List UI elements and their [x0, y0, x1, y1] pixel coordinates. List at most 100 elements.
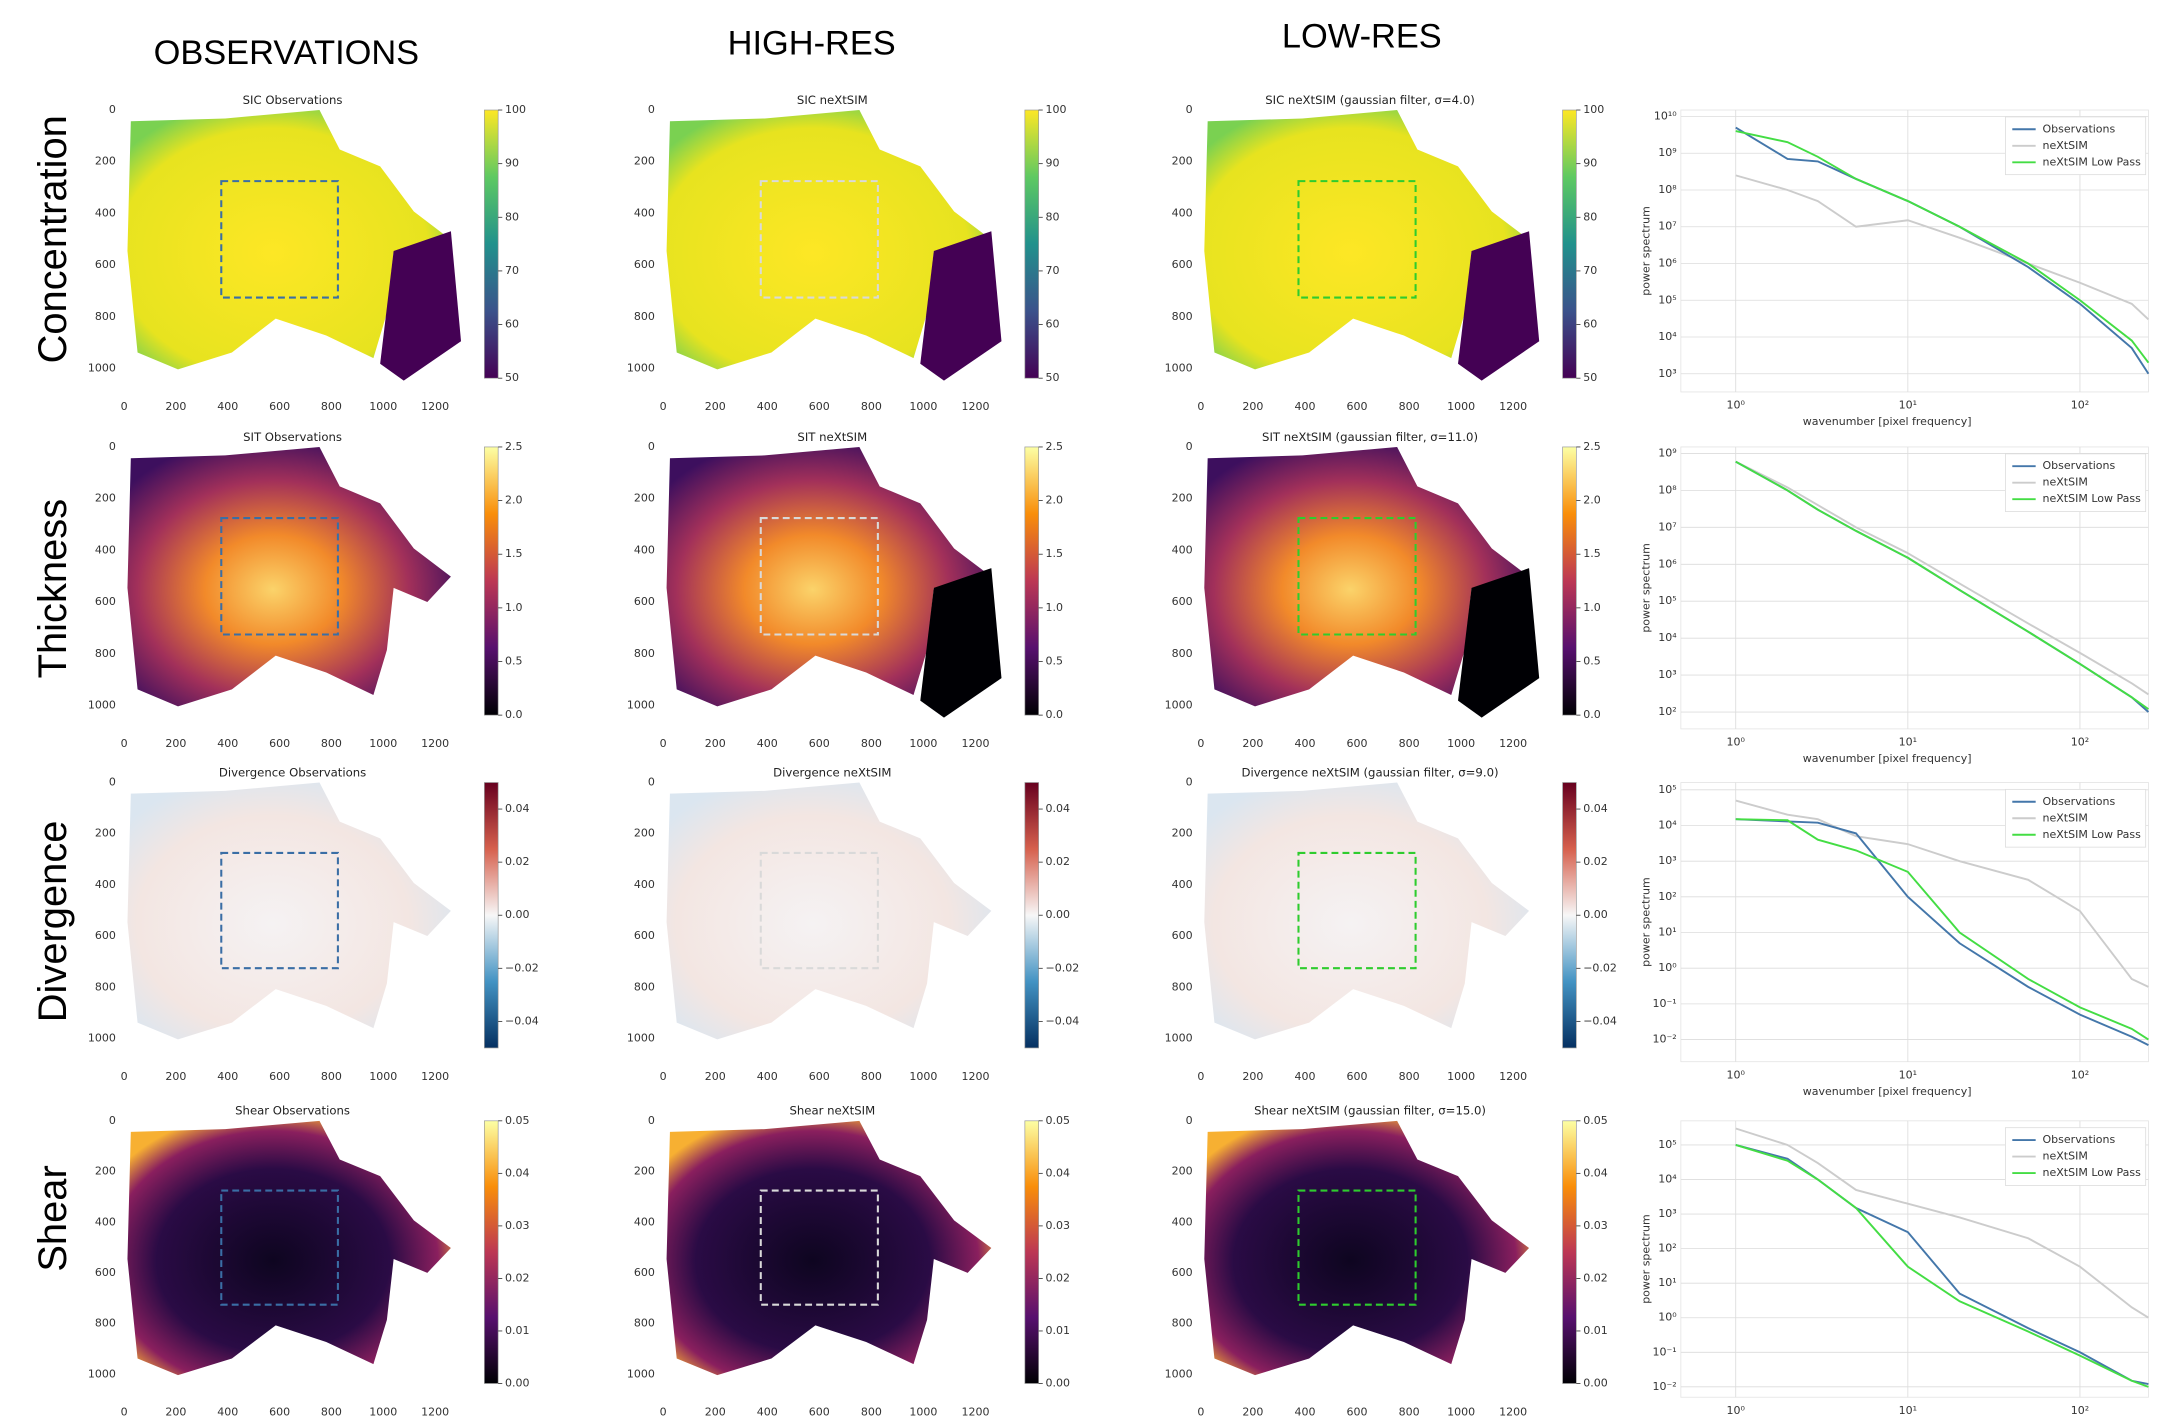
legend-label: Observations: [2043, 795, 2116, 808]
y-tick-label: 0: [648, 440, 655, 453]
colorbar-tick-label: 90: [505, 157, 519, 170]
colorbar: [1025, 783, 1039, 1048]
legend-label: neXtSIM: [2043, 476, 2088, 489]
colorbar-tick-label: 0.00: [505, 908, 530, 921]
x-tick-label: 1200: [961, 737, 989, 750]
y-tick-label: 0: [1186, 440, 1193, 453]
legend-label: neXtSIM: [2043, 1150, 2088, 1163]
y-tick-label: 600: [95, 929, 116, 942]
row-label: Thickness: [31, 499, 75, 679]
y-tick-label: 600: [95, 1266, 116, 1279]
x-tick-label: 800: [321, 1070, 342, 1083]
x-tick-label: 600: [1347, 1405, 1368, 1418]
y-tick-label: 1000: [1165, 1367, 1193, 1380]
y-tick-label: 200: [95, 827, 116, 840]
y-tick-label: 10⁵: [1658, 783, 1676, 796]
colorbar-tick-label: 0.5: [1583, 654, 1601, 667]
colorbar-tick-label: −0.02: [1045, 961, 1079, 974]
x-tick-label: 400: [757, 1405, 778, 1418]
colorbar-tick-label: 60: [1583, 318, 1597, 331]
y-tick-label: 400: [95, 1215, 116, 1228]
x-tick-label: 600: [269, 400, 290, 413]
legend-label: neXtSIM: [2043, 139, 2088, 152]
y-tick-label: 200: [1172, 155, 1193, 168]
map-field: [127, 783, 450, 1040]
y-tick-label: 10⁴: [1658, 631, 1677, 644]
y-tick-label: 200: [634, 1165, 655, 1178]
x-tick-label: 10²: [2071, 1068, 2089, 1081]
map-field: [127, 1121, 450, 1375]
colorbar-tick-label: 70: [505, 264, 519, 277]
x-tick-label: 1000: [369, 1070, 397, 1083]
colorbar: [484, 783, 498, 1048]
x-tick-label: 0: [121, 400, 128, 413]
y-tick-label: 10⁻¹: [1653, 1345, 1677, 1358]
legend-label: Observations: [2043, 1133, 2116, 1146]
figure: OBSERVATIONS HIGH-RES LOW-RES Concentrat…: [0, 0, 2157, 1422]
x-tick-label: 1000: [909, 737, 937, 750]
x-tick-label: 1200: [421, 1405, 449, 1418]
colorbar-tick-label: 2.0: [1045, 494, 1063, 507]
map-field: [667, 1121, 992, 1375]
y-tick-label: 1000: [88, 362, 116, 375]
x-tick-label: 800: [1399, 400, 1420, 413]
y-tick-label: 10¹⁰: [1654, 109, 1677, 122]
x-tick-label: 0: [660, 400, 667, 413]
x-tick-label: 10¹: [1899, 1068, 1917, 1081]
x-tick-label: 800: [1399, 1070, 1420, 1083]
colorbar-tick-label: 0.02: [505, 855, 530, 868]
x-tick-label: 1000: [1447, 737, 1475, 750]
x-tick-label: 10¹: [1899, 399, 1917, 412]
y-tick-label: 800: [1172, 1317, 1193, 1330]
x-tick-label: 400: [217, 1070, 238, 1083]
colorbar-tick-label: 100: [1045, 103, 1066, 116]
x-tick-label: 0: [1197, 400, 1204, 413]
y-tick-label: 600: [634, 595, 655, 608]
map-field: [1204, 1121, 1529, 1375]
x-tick-label: 200: [1242, 400, 1263, 413]
colorbar-tick-label: 1.5: [505, 547, 523, 560]
colorbar-tick-label: 50: [1045, 371, 1059, 384]
page: OBSERVATIONS HIGH-RES LOW-RES Concentrat…: [0, 0, 2157, 1422]
colorbar-tick-label: 2.0: [505, 494, 523, 507]
x-tick-label: 10²: [2071, 1404, 2089, 1417]
y-tick-label: 10⁵: [1658, 293, 1676, 306]
panel-title: Divergence Observations: [219, 765, 366, 779]
y-tick-label: 800: [634, 647, 655, 660]
x-axis-label: wavenumber [pixel frequency]: [1803, 1085, 1972, 1098]
colorbar-tick-label: 60: [1045, 318, 1059, 331]
colorbar-tick-label: 90: [1583, 157, 1597, 170]
x-tick-label: 200: [705, 1405, 726, 1418]
y-axis-label: power spectrum: [1639, 543, 1652, 633]
colorbar: [1025, 1121, 1039, 1384]
x-tick-label: 10¹: [1899, 1404, 1917, 1417]
map-field: [1204, 783, 1529, 1040]
x-tick-label: 200: [165, 737, 186, 750]
x-tick-label: 1000: [1447, 1070, 1475, 1083]
x-tick-label: 200: [165, 400, 186, 413]
panel-title: SIC neXtSIM (gaussian filter, σ=4.0): [1265, 93, 1475, 107]
colorbar-tick-label: 50: [1583, 371, 1597, 384]
y-tick-label: 10⁵: [1658, 1138, 1676, 1151]
y-tick-label: 10⁶: [1658, 257, 1677, 270]
x-tick-label: 800: [861, 400, 882, 413]
x-tick-label: 1000: [369, 400, 397, 413]
x-tick-label: 0: [1197, 737, 1204, 750]
y-tick-label: 10²: [1658, 890, 1676, 903]
colorbar: [1563, 110, 1577, 378]
legend-label: neXtSIM: [2043, 811, 2088, 824]
y-tick-label: 200: [634, 492, 655, 505]
x-tick-label: 1200: [1499, 737, 1527, 750]
y-tick-label: 10⁴: [1658, 330, 1677, 343]
x-tick-label: 600: [1347, 1070, 1368, 1083]
colorbar-tick-label: 1.5: [1583, 547, 1601, 560]
y-tick-label: 10⁴: [1658, 1173, 1677, 1186]
x-tick-label: 800: [861, 1070, 882, 1083]
y-tick-label: 200: [1172, 827, 1193, 840]
x-tick-label: 10⁰: [1727, 399, 1746, 412]
x-tick-label: 600: [1347, 737, 1368, 750]
colorbar-tick-label: 0.03: [505, 1219, 530, 1232]
x-tick-label: 400: [757, 737, 778, 750]
x-tick-label: 600: [809, 737, 830, 750]
x-tick-label: 0: [1197, 1405, 1204, 1418]
